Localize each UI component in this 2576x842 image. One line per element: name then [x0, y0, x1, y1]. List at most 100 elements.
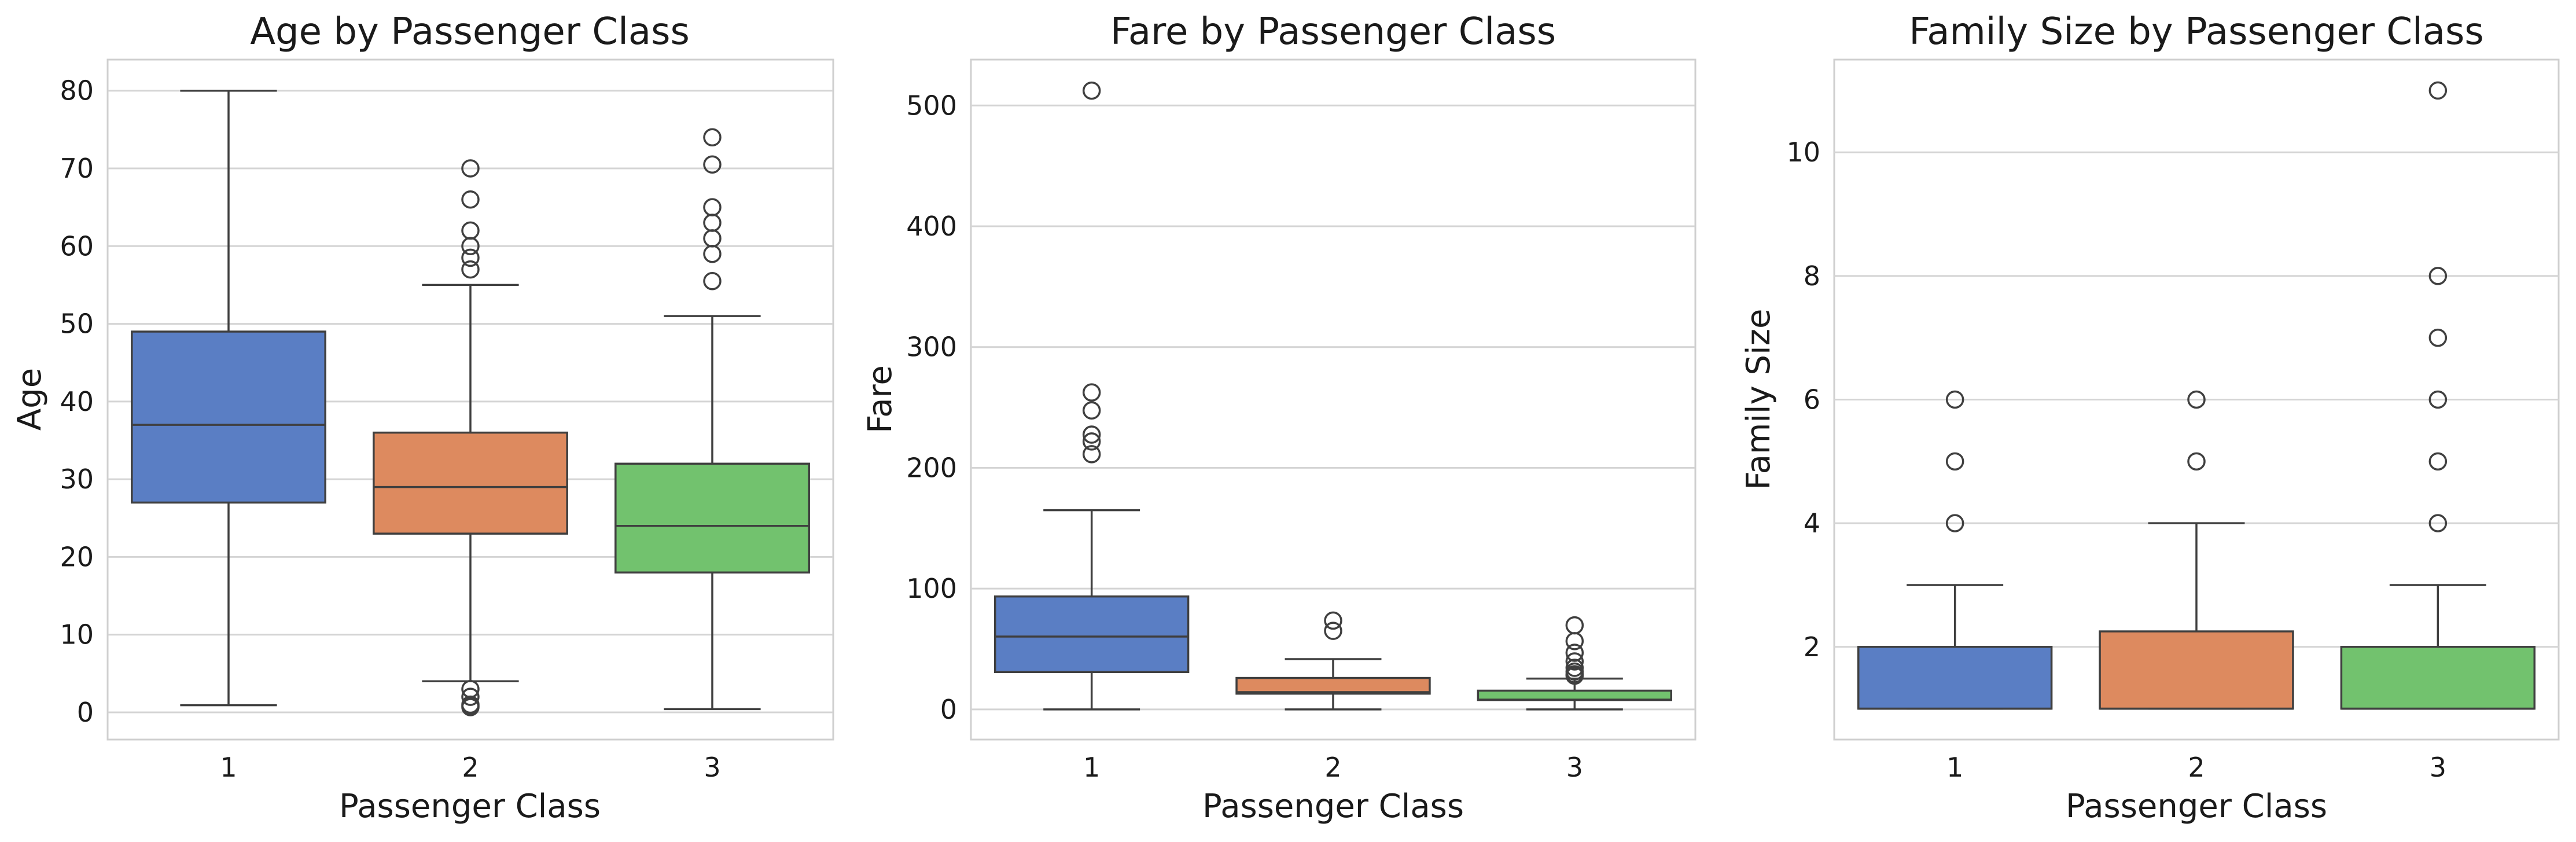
outlier-point [1082, 445, 1101, 464]
x-tick-label: 3 [704, 752, 720, 783]
x-tick-label: 3 [2430, 752, 2446, 783]
iqr-box [1477, 689, 1673, 701]
plot-frame [970, 58, 1697, 741]
outlier-point [1082, 425, 1101, 444]
plot-frame [106, 58, 834, 741]
panel-fare: Fare by Passenger Class Passenger Class … [862, 10, 1697, 825]
y-tick-label: 4 [1804, 508, 1820, 539]
outlier-point [1082, 81, 1101, 100]
box-class-2 [373, 159, 568, 716]
outlier-point [703, 271, 722, 291]
x-tick-label: 2 [1324, 752, 1341, 783]
y-tick-label: 70 [60, 153, 94, 184]
outlier-point [1324, 611, 1342, 630]
outlier-point [2187, 452, 2206, 471]
x-tick-label: 3 [1566, 752, 1583, 783]
y-tick-label: 10 [1786, 137, 1820, 168]
outlier-point [1945, 452, 1964, 471]
y-tick-label: 20 [60, 541, 94, 572]
x-axis-label: Passenger Class [2066, 788, 2327, 825]
y-tick-label: 300 [906, 332, 957, 363]
iqr-box [1857, 646, 2053, 710]
outlier-point [2428, 514, 2448, 532]
y-tick-label: 40 [60, 386, 94, 417]
outlier-point [2187, 390, 2206, 409]
y-tick-label: 400 [906, 211, 957, 242]
y-tick-label: 8 [1804, 260, 1820, 292]
outlier-point [1565, 652, 1584, 671]
outlier-point [1082, 383, 1101, 402]
outlier-point [1945, 514, 1964, 532]
y-tick-label: 500 [906, 90, 957, 121]
outlier-point [1945, 390, 1964, 409]
panel-age: Age by Passenger Class Passenger Class A… [11, 10, 834, 825]
x-tick-label: 2 [462, 752, 479, 783]
outlier-point [461, 260, 480, 279]
y-tick-label: 0 [77, 697, 94, 728]
box-class-2 [1235, 611, 1431, 711]
outlier-point [1324, 622, 1342, 640]
outlier-point [1565, 659, 1584, 677]
y-axis-label: Fare [862, 365, 899, 433]
outlier-point [703, 214, 722, 232]
box-class-1 [131, 89, 326, 707]
y-tick-label: 30 [60, 464, 94, 495]
y-axis-label: Age [11, 368, 49, 431]
box-class-1 [1857, 390, 2053, 710]
outlier-point [2428, 267, 2448, 285]
box-class-2 [2099, 390, 2294, 710]
iqr-box [2099, 630, 2294, 710]
chart-title: Fare by Passenger Class [1110, 10, 1556, 53]
y-tick-label: 0 [940, 694, 957, 725]
y-tick-label: 200 [906, 452, 957, 483]
x-tick-label: 1 [220, 752, 237, 783]
panel-family-size: Family Size by Passenger Class Passenger… [1740, 10, 2560, 825]
outlier-point [1082, 401, 1101, 420]
iqr-box [993, 595, 1190, 674]
x-tick-label: 1 [1083, 752, 1100, 783]
y-tick-label: 80 [60, 75, 94, 106]
outlier-point [2428, 328, 2448, 347]
x-axis-label: Passenger Class [1202, 788, 1464, 825]
chart-title: Age by Passenger Class [250, 10, 690, 53]
outlier-point [703, 229, 722, 248]
iqr-box [373, 431, 568, 535]
outlier-point [703, 155, 722, 174]
outlier-point [461, 679, 480, 698]
outlier-point [2428, 452, 2448, 471]
outlier-point [2428, 81, 2448, 100]
outlier-point [703, 198, 722, 216]
outlier-point [461, 687, 480, 706]
outlier-point [703, 128, 722, 147]
x-tick-label: 1 [1946, 752, 1963, 783]
y-tick-label: 50 [60, 308, 94, 340]
x-axis-label: Passenger Class [339, 788, 601, 825]
outlier-point [1565, 616, 1584, 635]
x-tick-label: 2 [2188, 752, 2205, 783]
outlier-point [1082, 432, 1101, 451]
chart-title: Family Size by Passenger Class [1909, 10, 2483, 53]
y-tick-label: 2 [1804, 631, 1820, 663]
box-class-3 [1477, 616, 1673, 711]
y-axis-label: Family Size [1740, 309, 1778, 490]
outlier-point [1565, 644, 1584, 662]
box-class-3 [614, 128, 810, 711]
outlier-point [461, 221, 480, 240]
outlier-point [1565, 632, 1584, 650]
outlier-point [2428, 390, 2448, 409]
outlier-point [461, 190, 480, 209]
y-tick-label: 60 [60, 230, 94, 262]
y-tick-label: 6 [1804, 384, 1820, 416]
iqr-box [2340, 646, 2536, 710]
box-class-1 [993, 81, 1190, 711]
box-class-3 [2340, 81, 2536, 710]
outlier-point [703, 244, 722, 263]
iqr-box [1235, 676, 1431, 695]
y-tick-label: 10 [60, 619, 94, 650]
outlier-point [461, 248, 480, 267]
iqr-box [131, 330, 326, 504]
outlier-point [461, 159, 480, 178]
iqr-box [614, 462, 810, 574]
y-tick-label: 100 [906, 573, 957, 604]
